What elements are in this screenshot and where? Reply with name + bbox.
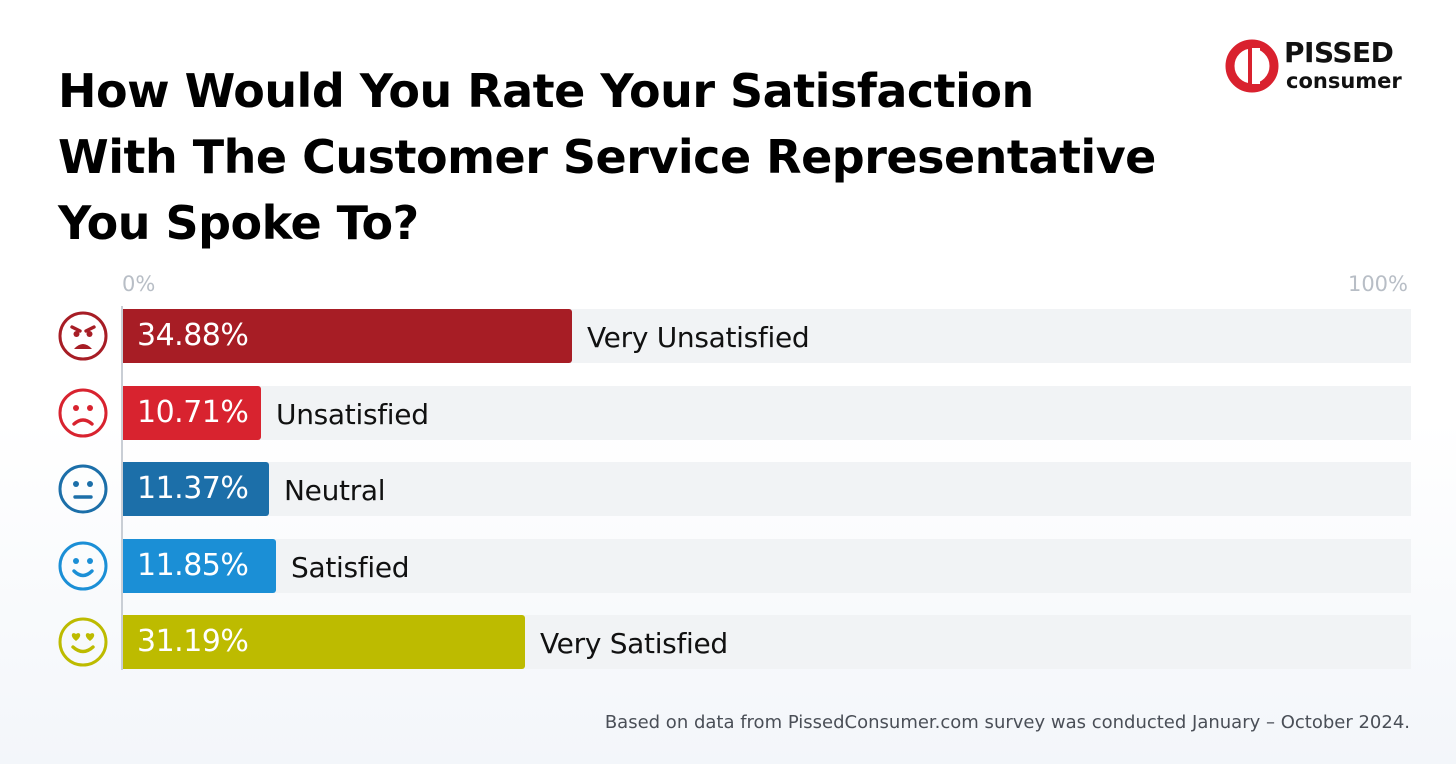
bar-value-label: 10.71%	[137, 394, 249, 430]
bar-track	[123, 462, 1411, 516]
chart-title-line-1: How Would You Rate Your Satisfaction	[58, 64, 1034, 118]
bar-category-label: Very Satisfied	[540, 627, 728, 660]
bar-very-unsatisfied	[123, 309, 572, 363]
very-unsatisfied-face-icon	[57, 310, 109, 362]
source-footnote: Based on data from PissedConsumer.com su…	[604, 712, 1410, 733]
chart-title-line-2: With The Customer Service Representative	[58, 130, 1156, 184]
bar-track	[123, 538, 1411, 593]
bar-value-label: 34.88%	[137, 318, 249, 353]
bar-row-neutral: 11.37% Neutral	[0, 462, 1456, 516]
bar-row-very-satisfied: 31.19% Very Satisfied	[0, 615, 1456, 669]
bar-value-label: 11.85%	[137, 547, 249, 583]
zero-axis-line	[121, 306, 123, 670]
brand-name-line-2: consumer	[1286, 69, 1402, 93]
chart-title-line-3: You Spoke To?	[58, 196, 419, 250]
bar-category-label: Very Unsatisfied	[587, 321, 810, 354]
bar-track	[123, 385, 1411, 440]
axis-max-label: 100%	[1347, 272, 1408, 296]
brand-name-line-1: PISSED	[1284, 36, 1394, 69]
bar-row-unsatisfied: 10.71% Unsatisfied	[0, 385, 1456, 440]
axis-min-label: 0%	[122, 272, 156, 296]
satisfied-face-icon	[57, 540, 109, 592]
very-satisfied-face-icon	[57, 616, 109, 668]
neutral-face-icon	[57, 463, 109, 515]
bar-satisfied	[123, 538, 276, 593]
bar-value-label: 31.19%	[137, 624, 249, 659]
brand-logo-icon	[1225, 39, 1279, 93]
bar-row-satisfied: 11.85% Satisfied	[0, 538, 1456, 593]
bar-unsatisfied	[123, 385, 261, 440]
brand-logo: PISSED consumer	[1224, 36, 1424, 100]
chart-title: How Would You Rate Your Satisfaction Wit…	[58, 58, 1238, 256]
bar-category-label: Unsatisfied	[276, 397, 429, 431]
bar-value-label: 11.37%	[137, 471, 249, 506]
bar-neutral	[123, 462, 269, 516]
unsatisfied-face-icon	[57, 387, 109, 439]
bar-row-very-unsatisfied: 34.88% Very Unsatisfied	[0, 309, 1456, 363]
bar-very-satisfied	[123, 615, 525, 669]
bar-category-label: Neutral	[284, 474, 386, 507]
bar-category-label: Satisfied	[291, 550, 410, 584]
